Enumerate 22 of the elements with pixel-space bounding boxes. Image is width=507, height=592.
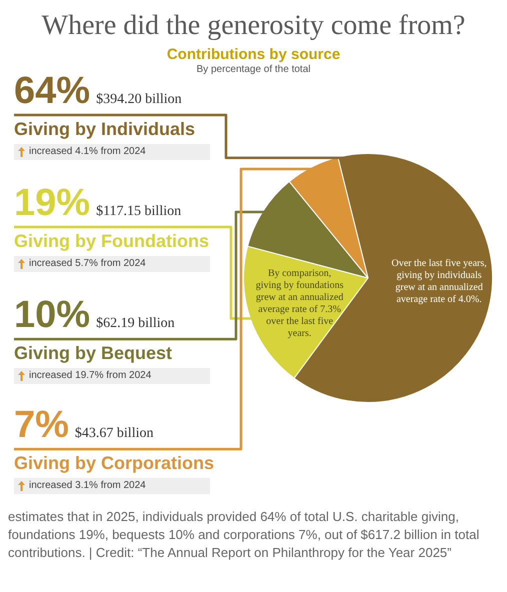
- data-label: 64%: [14, 70, 90, 112]
- text: increased 4.1% from 2024: [29, 146, 146, 157]
- text: estimates that in 2025, individuals provided 64% of total U.S. charitable giving, foundations 19%, bequests 10% and corporations 7%, out of $617.2 billion in total contributions. | Credit: “The Annual Report on Philanthropy for the Year 2025”: [8, 508, 480, 562]
- text: $43.67 billion: [74, 426, 154, 441]
- chart-title: Where did the generosity come from?: [40, 10, 466, 42]
- text: Over the last five years, giving by individuals grew at an annualized average rate of 4.0%.: [390, 258, 488, 306]
- text: By comparison, giving by foundations grew at an annualized average rate of 7.3% over the last five years.: [254, 268, 344, 340]
- slice-label: Giving by Bequest: [14, 343, 172, 364]
- slice-label: Giving by Corporations: [14, 453, 214, 474]
- text: increased 3.1% from 2024: [29, 480, 146, 491]
- text: $117.15 billion: [96, 204, 182, 219]
- slice-label: Giving by Foundations: [14, 231, 209, 252]
- text: increased 5.7% from 2024: [29, 258, 146, 269]
- text: $394.20 billion: [96, 92, 182, 107]
- text: By percentage of the total: [196, 64, 310, 75]
- text: increased 19.7% from 2024: [29, 370, 152, 381]
- chart-subtitle: Contributions by source: [166, 46, 342, 63]
- slice-label: Giving by Individuals: [14, 119, 196, 140]
- text: $62.19 billion: [96, 316, 175, 331]
- data-label: 7%: [14, 404, 69, 446]
- data-label: 10%: [14, 294, 90, 336]
- data-label: 19%: [14, 182, 90, 224]
